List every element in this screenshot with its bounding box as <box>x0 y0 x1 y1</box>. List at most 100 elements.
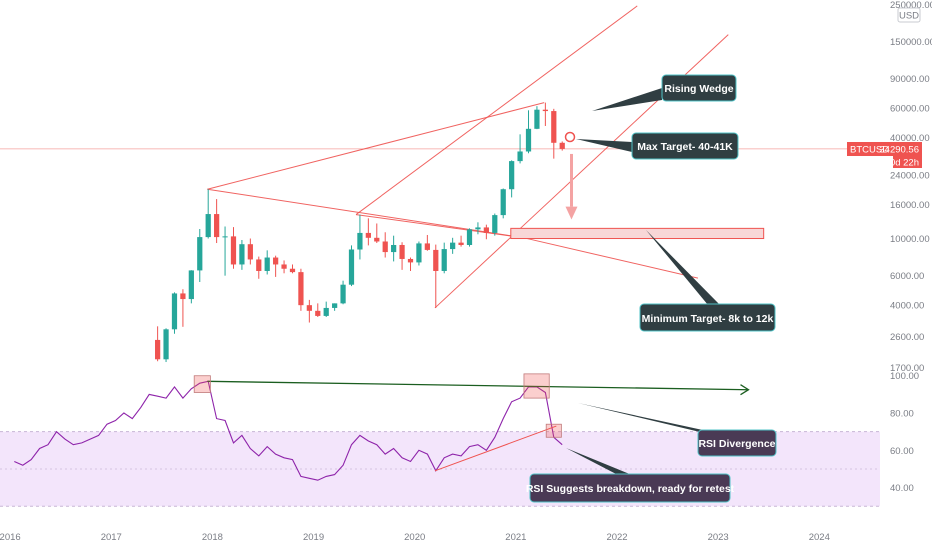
max-target-label: Max Target- 40-41K <box>637 141 733 153</box>
rsi-breakdown-box <box>545 423 562 438</box>
last-price-tag[interactable]: BTCUSD 34290.56 30d 22h <box>847 142 922 169</box>
candle-body <box>197 237 203 271</box>
candle-body <box>214 214 220 238</box>
price-tick-label: 16000.00 <box>890 200 930 211</box>
candle-body <box>534 109 540 129</box>
candle-body <box>391 244 397 253</box>
candle-body <box>340 284 346 304</box>
candle-body <box>525 128 532 152</box>
candle-body <box>500 189 506 216</box>
candle-body <box>230 236 237 265</box>
wedge-inner-line <box>355 5 638 215</box>
price-axis[interactable]: 250000.00 150000.00 90000.00 60000.00 40000.… <box>890 0 932 374</box>
candle-body <box>180 293 186 300</box>
price-tick-label: 2600.00 <box>890 332 924 343</box>
rsi-divergence-label: RSI Divergence <box>698 438 775 450</box>
candle-body <box>348 249 355 285</box>
time-axis[interactable]: 2016 2017 2018 2019 2020 2021 2022 2023 2024 <box>0 532 830 543</box>
price-tick-label: 10000.00 <box>890 234 930 245</box>
candle-body <box>306 305 312 311</box>
projection-arrow-head <box>565 206 578 220</box>
candle-body <box>458 242 464 245</box>
rsi-divergence-line <box>207 380 749 391</box>
candle-body <box>281 264 287 269</box>
candle-body <box>222 236 228 238</box>
candle-body <box>475 227 481 230</box>
price-tick-label: 60000.00 <box>890 104 930 115</box>
time-tick-label: 2018 <box>202 532 223 543</box>
currency-badge-label: USD <box>899 11 919 22</box>
rising-wedge-label: Rising Wedge <box>664 83 733 95</box>
time-tick-label: 2020 <box>404 532 425 543</box>
candle-body <box>441 249 447 271</box>
candle-body <box>517 151 523 162</box>
candle-body <box>399 244 405 259</box>
candle-body <box>551 111 557 143</box>
callout-rsi-divergence[interactable]: RSI Divergence <box>578 403 777 457</box>
rsi-peak-box-2017 <box>193 375 211 393</box>
candle-body <box>171 293 178 330</box>
candle-body <box>315 310 321 316</box>
callout-min-target[interactable]: Minimum Target- 8k to 12k <box>639 230 776 332</box>
time-tick-label: 2019 <box>303 532 324 543</box>
wedge-upper-line <box>207 102 545 190</box>
time-tick-label: 2016 <box>0 532 21 543</box>
candles <box>155 102 565 363</box>
candle-body <box>483 227 489 233</box>
currency-badge[interactable]: USD <box>897 7 921 23</box>
time-tick-label: 2024 <box>809 532 830 543</box>
candle-body <box>264 257 270 271</box>
candle-body <box>542 109 548 112</box>
time-tick-label: 2022 <box>606 532 627 543</box>
candle-body <box>424 243 430 250</box>
price-tick-label: 1700.00 <box>890 363 924 374</box>
candle-body <box>256 259 262 271</box>
price-tick-label: 4000.00 <box>890 301 924 312</box>
candle-body <box>509 161 515 190</box>
price-tick-label: 250000.00 <box>890 0 932 11</box>
bar-countdown: 30d 22h <box>885 158 919 169</box>
candle-body <box>374 237 380 242</box>
symbol-label: BTCUSD <box>850 145 889 156</box>
wedge-mid-connector-line <box>355 214 525 239</box>
candle-body <box>205 214 211 238</box>
candle-body <box>155 339 161 360</box>
candle-body <box>163 329 169 360</box>
rsi-support-line <box>434 425 557 472</box>
candle-body <box>239 244 245 265</box>
candle-body <box>407 258 414 263</box>
time-tick-label: 2021 <box>505 532 526 543</box>
max-target-marker <box>564 131 576 143</box>
rsi-peak-box-2021 <box>523 373 550 399</box>
candle-body <box>365 232 371 238</box>
candle-body <box>433 249 439 271</box>
rsi-axis[interactable]: 100.00 80.00 60.00 40.00 <box>890 371 919 494</box>
rsi-tick-label: 100.00 <box>890 371 919 382</box>
time-tick-label: 2023 <box>708 532 729 543</box>
rsi-tick-label: 80.00 <box>890 409 914 420</box>
candle-body <box>466 229 473 245</box>
rsi-divergence-arrow-head <box>740 384 750 396</box>
candle-body <box>332 303 338 308</box>
price-tick-label: 150000.00 <box>890 37 932 48</box>
rsi-tick-label: 60.00 <box>890 446 914 457</box>
candle-body <box>382 241 388 253</box>
candle-body <box>247 244 253 260</box>
time-tick-label: 2017 <box>101 532 122 543</box>
last-price-value: 34290.56 <box>879 145 919 156</box>
wedge-lower-support-line <box>207 188 525 239</box>
rsi-tick-label: 40.00 <box>890 483 914 494</box>
min-target-label: Minimum Target- 8k to 12k <box>642 313 774 325</box>
candle-body <box>416 243 422 263</box>
callout-rsi-breakdown[interactable]: RSI Suggests breakdown, ready for retest <box>526 448 735 503</box>
rsi-line <box>14 380 563 481</box>
candle-body <box>492 215 498 233</box>
support-extension-line <box>523 237 699 279</box>
candle-body <box>357 232 363 250</box>
price-tick-label: 90000.00 <box>890 74 930 85</box>
callout-rising-wedge[interactable]: Rising Wedge <box>592 74 737 111</box>
min-target-zone <box>510 227 765 240</box>
candle-body <box>188 270 194 300</box>
callout-max-target[interactable]: Max Target- 40-41K <box>564 131 739 160</box>
